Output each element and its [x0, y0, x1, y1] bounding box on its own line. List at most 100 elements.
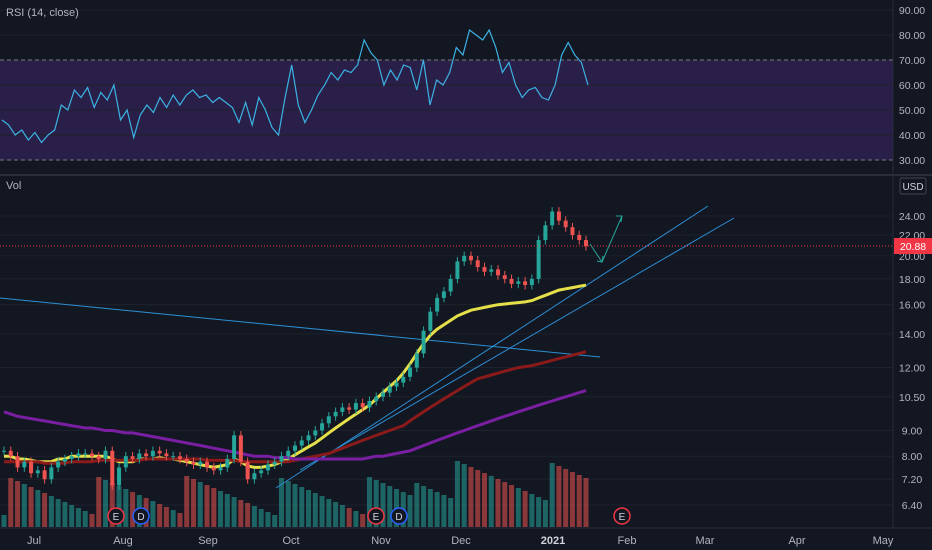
earnings-marker[interactable]	[367, 507, 385, 525]
volume-bar	[461, 464, 467, 527]
candle-body	[2, 450, 6, 452]
dividend-marker[interactable]	[390, 507, 408, 525]
rsi-series-line	[1, 28, 589, 144]
volume-bar	[306, 490, 312, 527]
volume-bar	[15, 481, 21, 527]
time-tick-label: Apr	[788, 535, 805, 547]
volume-bar	[285, 481, 291, 527]
rsi-tick-label: 90.00	[899, 5, 925, 17]
candle-body	[584, 240, 588, 247]
candle-body	[130, 456, 135, 459]
candle-body	[489, 269, 494, 272]
volume-bar	[35, 490, 41, 527]
trend-line[interactable]	[275, 205, 709, 489]
candlesticks	[2, 207, 588, 490]
volume-bar	[55, 499, 61, 527]
candle-body	[62, 458, 67, 462]
event-marker-label: E	[373, 512, 380, 523]
time-tick-label: May	[873, 535, 894, 547]
candle-body	[577, 235, 582, 241]
volume-bar	[21, 484, 27, 527]
candle-body	[117, 467, 122, 486]
volume-bar	[184, 476, 190, 527]
candle-body	[110, 450, 115, 486]
volume-bar	[89, 514, 95, 527]
dividend-marker[interactable]	[132, 507, 150, 525]
volume-bar	[468, 467, 474, 527]
candle-body	[401, 376, 406, 383]
volume-bar	[346, 508, 352, 527]
price-tick-label: 10.50	[899, 392, 925, 404]
volume-bar	[299, 487, 305, 527]
time-tick-label: Sep	[198, 535, 218, 547]
candle-body	[157, 450, 162, 454]
candle-body	[89, 453, 94, 457]
price-axis: 24.0022.0020.0018.0016.0014.0012.0010.50…	[899, 211, 925, 512]
candle-body	[49, 467, 54, 480]
volume-bar	[123, 489, 129, 527]
candle-body	[462, 255, 467, 262]
rsi-tick-label: 70.00	[899, 55, 925, 67]
volume-bar	[62, 502, 68, 527]
candle-body	[8, 450, 13, 457]
candle-body	[550, 211, 555, 226]
volume-bar	[292, 484, 298, 527]
rsi-tick-label: 30.00	[899, 155, 925, 167]
candle-body	[103, 450, 108, 459]
price-tick-label: 18.00	[899, 274, 925, 286]
volume-bar	[481, 473, 487, 527]
volume-bar	[326, 499, 332, 527]
candle-body	[191, 461, 196, 465]
volume-bar	[258, 509, 264, 527]
earnings-marker[interactable]	[107, 507, 125, 525]
projection-arrow	[589, 215, 623, 264]
candle-body	[455, 261, 460, 279]
volume-bar	[218, 491, 224, 527]
volume-bar	[204, 485, 210, 527]
candle-body	[380, 392, 385, 397]
candle-body	[353, 403, 358, 410]
candle-body	[523, 281, 528, 286]
candle-body	[536, 240, 541, 279]
candle-body	[556, 211, 561, 221]
volume-bar	[69, 505, 75, 527]
candle-body	[387, 386, 392, 393]
volume-bar	[231, 497, 237, 527]
volume-bar	[170, 510, 176, 527]
currency-badge[interactable]	[899, 177, 927, 195]
volume-bar	[42, 493, 48, 527]
volume-bar	[427, 489, 433, 527]
trend-line[interactable]	[0, 297, 601, 358]
trend-line[interactable]	[299, 217, 735, 471]
last-price-value: 20.88	[900, 241, 926, 253]
earnings-marker[interactable]	[613, 507, 631, 525]
volume-bar	[1, 515, 7, 527]
volume-bar	[576, 475, 582, 527]
candle-body	[76, 453, 81, 457]
rsi-tick-label: 60.00	[899, 80, 925, 92]
candle-body	[272, 461, 277, 465]
candle-body	[570, 227, 575, 236]
candle-body	[69, 456, 74, 459]
volume-bar	[509, 485, 515, 527]
volume-bar	[157, 504, 163, 527]
candle-body	[414, 353, 419, 368]
candle-body	[205, 461, 210, 468]
volume-bar	[360, 514, 366, 527]
rsi-tick-label: 80.00	[899, 30, 925, 42]
candle-body	[313, 430, 318, 436]
volume-bar	[353, 511, 359, 527]
candle-body	[198, 461, 203, 465]
candle-body	[367, 400, 372, 408]
time-tick-label: Feb	[618, 535, 637, 547]
candle-body	[184, 458, 189, 462]
time-tick-label: Mar	[696, 535, 715, 547]
event-marker-label: E	[113, 512, 120, 523]
price-tick-label: 24.00	[899, 211, 925, 223]
volume-bar	[583, 478, 589, 527]
candle-body	[394, 382, 399, 387]
candle-body	[516, 281, 521, 284]
candle-body	[15, 456, 20, 468]
volume-bar	[556, 466, 562, 527]
